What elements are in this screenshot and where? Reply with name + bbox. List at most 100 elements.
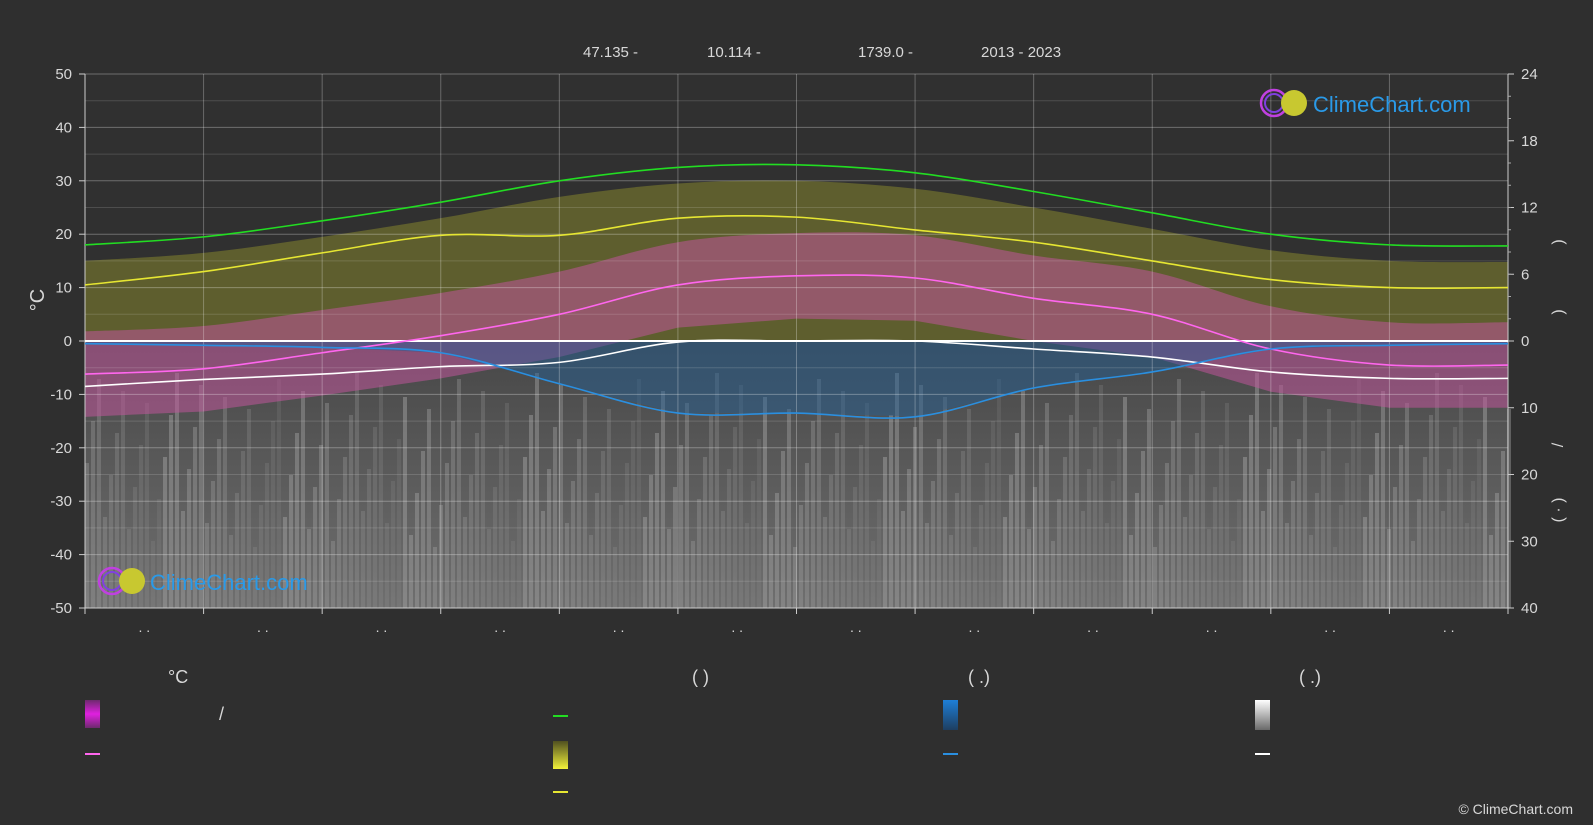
texture-stripe xyxy=(1081,511,1085,608)
x-tick-label: . . xyxy=(731,619,743,635)
texture-stripe xyxy=(739,385,743,608)
texture-stripe xyxy=(895,373,899,608)
texture-stripe xyxy=(781,451,785,608)
texture-stripe xyxy=(469,475,473,608)
texture-stripe xyxy=(259,505,263,608)
texture-stripe xyxy=(313,487,317,608)
texture-stripe xyxy=(613,547,617,608)
texture-stripe xyxy=(625,463,629,608)
texture-stripe xyxy=(445,463,449,608)
texture-stripe xyxy=(1507,409,1511,608)
texture-stripe xyxy=(853,487,857,608)
texture-stripe xyxy=(1057,499,1061,608)
legend-snow-title: ( .) xyxy=(1299,667,1321,687)
series-lines xyxy=(84,163,1509,419)
texture-stripe xyxy=(1165,463,1169,608)
texture-stripe xyxy=(865,403,869,608)
texture-stripe xyxy=(1411,541,1415,608)
texture-stripe xyxy=(1333,547,1337,608)
texture-stripe xyxy=(289,475,293,608)
legend: °C ( ) ( .) ( .) / xyxy=(85,667,1321,793)
x-tick-label: . . xyxy=(376,619,388,635)
x-tick-labels: . . . . . . . . . . . . . . . . . . . . . . . . xyxy=(84,608,1509,635)
texture-stripe xyxy=(307,529,311,608)
texture-stripe xyxy=(667,529,671,608)
texture-stripe xyxy=(829,475,833,608)
header-years: 2013 - 2023 xyxy=(981,44,1061,61)
texture-stripe xyxy=(787,409,791,608)
texture-stripe xyxy=(727,469,731,608)
texture-stripe xyxy=(373,427,377,608)
texture-stripe xyxy=(229,535,233,608)
texture-stripe xyxy=(1243,457,1247,608)
texture-stripe xyxy=(1111,481,1115,608)
right-axis-glyph: ( · ) xyxy=(1550,498,1567,523)
texture-stripe xyxy=(745,523,749,608)
texture-stripe xyxy=(1393,487,1397,608)
texture-stripe xyxy=(481,391,485,608)
texture-stripe xyxy=(223,397,227,608)
texture-stripe xyxy=(1009,475,1013,608)
texture-stripe xyxy=(277,379,281,608)
texture-stripe xyxy=(769,535,773,608)
texture-stripe xyxy=(295,433,299,608)
texture-stripe xyxy=(427,409,431,608)
left-tick-label: -40 xyxy=(50,547,72,564)
texture-stripe xyxy=(1477,439,1481,608)
x-tick-label: . . xyxy=(1324,619,1336,635)
legend-sun-title: ( ) xyxy=(692,667,709,687)
texture-stripe xyxy=(505,403,509,608)
texture-stripe xyxy=(985,463,989,608)
texture-stripe xyxy=(1207,529,1211,608)
texture-stripe xyxy=(1405,403,1409,608)
texture-stripe xyxy=(301,391,305,608)
x-tick-label: . . xyxy=(1087,619,1099,635)
legend-temperature-range-swatch xyxy=(85,700,100,728)
logo-sun-icon xyxy=(1281,90,1307,116)
left-tick-label: 20 xyxy=(55,226,72,243)
texture-stripe xyxy=(439,505,443,608)
texture-stripe xyxy=(1387,529,1391,608)
texture-stripe xyxy=(649,475,653,608)
header-latitude: 47.135 - xyxy=(583,44,638,61)
texture-stripe xyxy=(241,451,245,608)
texture-stripe xyxy=(1369,475,1373,608)
texture-stripe xyxy=(85,463,89,608)
texture-stripe xyxy=(823,517,827,608)
texture-stripe xyxy=(1189,475,1193,608)
texture-stripe xyxy=(883,457,887,608)
left-tick-label: -50 xyxy=(50,600,72,617)
texture-stripe xyxy=(1399,445,1403,608)
texture-stripe xyxy=(1267,469,1271,608)
texture-stripe xyxy=(1153,547,1157,608)
right-tick-label-hours: 18 xyxy=(1521,133,1538,150)
texture-stripe xyxy=(139,445,143,608)
texture-stripe xyxy=(811,421,815,608)
texture-stripe xyxy=(133,487,137,608)
texture-stripe xyxy=(631,421,635,608)
texture-stripe xyxy=(757,439,761,608)
texture-stripe xyxy=(457,379,461,608)
logo-bottom: ClimeChart.com xyxy=(97,566,308,596)
texture-stripe xyxy=(637,379,641,608)
texture-stripe xyxy=(775,493,779,608)
texture-stripe xyxy=(1249,415,1253,608)
texture-stripe xyxy=(937,439,941,608)
texture-stripe xyxy=(421,451,425,608)
texture-stripe xyxy=(1027,529,1031,608)
texture-stripe xyxy=(1195,433,1199,608)
texture-stripe xyxy=(265,463,269,608)
texture-stripe xyxy=(91,421,95,608)
texture-stripe xyxy=(805,463,809,608)
texture-stripe xyxy=(1255,373,1259,608)
series-sunshine-line xyxy=(84,214,1509,289)
texture-stripe xyxy=(1495,493,1499,608)
texture-stripe xyxy=(1465,523,1469,608)
texture-stripe xyxy=(967,409,971,608)
texture-stripe xyxy=(1345,463,1349,608)
texture-stripe xyxy=(1285,523,1289,608)
texture-stripe xyxy=(397,439,401,608)
texture-stripe xyxy=(235,493,239,608)
texture-stripe xyxy=(583,397,587,608)
texture-stripe xyxy=(145,403,149,608)
